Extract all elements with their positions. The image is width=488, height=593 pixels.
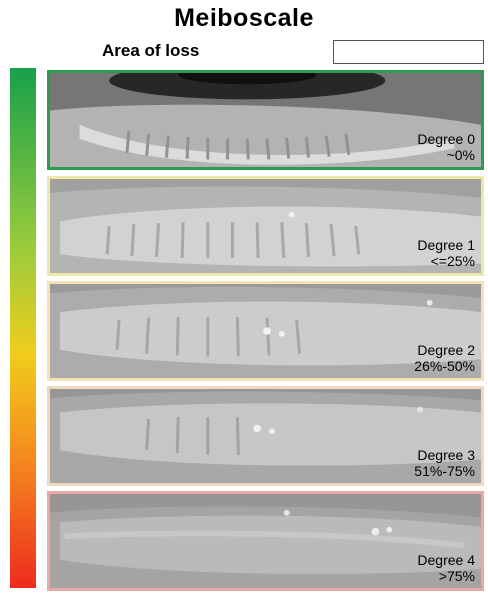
- meibography-image-degree-4: [50, 494, 481, 588]
- degree-1-loss: <=25%: [430, 253, 475, 269]
- degree-4-label: Degree 4 >75%: [417, 552, 475, 584]
- degree-4-loss: >75%: [438, 568, 475, 584]
- degree-1-label: Degree 1 <=25%: [417, 237, 475, 269]
- degree-0-loss: ~0%: [446, 147, 475, 163]
- degree-2-name: Degree 2: [417, 342, 475, 358]
- meibography-image-degree-0: [50, 73, 481, 167]
- page-title: Meiboscale: [174, 4, 314, 32]
- degree-3-loss: 51%-75%: [414, 463, 475, 479]
- area-of-loss-field[interactable]: [333, 40, 484, 64]
- degree-1-panel[interactable]: Degree 1 <=25%: [47, 176, 484, 276]
- degree-3-label: Degree 3 51%-75%: [414, 447, 475, 479]
- meibography-image-degree-2: [50, 284, 481, 378]
- degree-3-name: Degree 3: [417, 447, 475, 463]
- degree-0-name: Degree 0: [417, 131, 475, 147]
- degree-4-panel[interactable]: Degree 4 >75%: [47, 491, 484, 591]
- degree-4-name: Degree 4: [417, 552, 475, 568]
- degree-0-panel[interactable]: Degree 0 ~0%: [47, 70, 484, 170]
- degree-0-label: Degree 0 ~0%: [417, 131, 475, 163]
- area-of-loss-label: Area of loss: [102, 41, 200, 60]
- meibography-image-degree-3: [50, 389, 481, 483]
- degree-2-panel[interactable]: Degree 2 26%-50%: [47, 281, 484, 381]
- degree-3-panel[interactable]: Degree 3 51%-75%: [47, 386, 484, 486]
- degree-2-label: Degree 2 26%-50%: [414, 342, 475, 374]
- severity-gradient-bar: [10, 68, 36, 588]
- meibography-image-degree-1: [50, 179, 481, 273]
- degree-1-name: Degree 1: [417, 237, 475, 253]
- degree-2-loss: 26%-50%: [414, 358, 475, 374]
